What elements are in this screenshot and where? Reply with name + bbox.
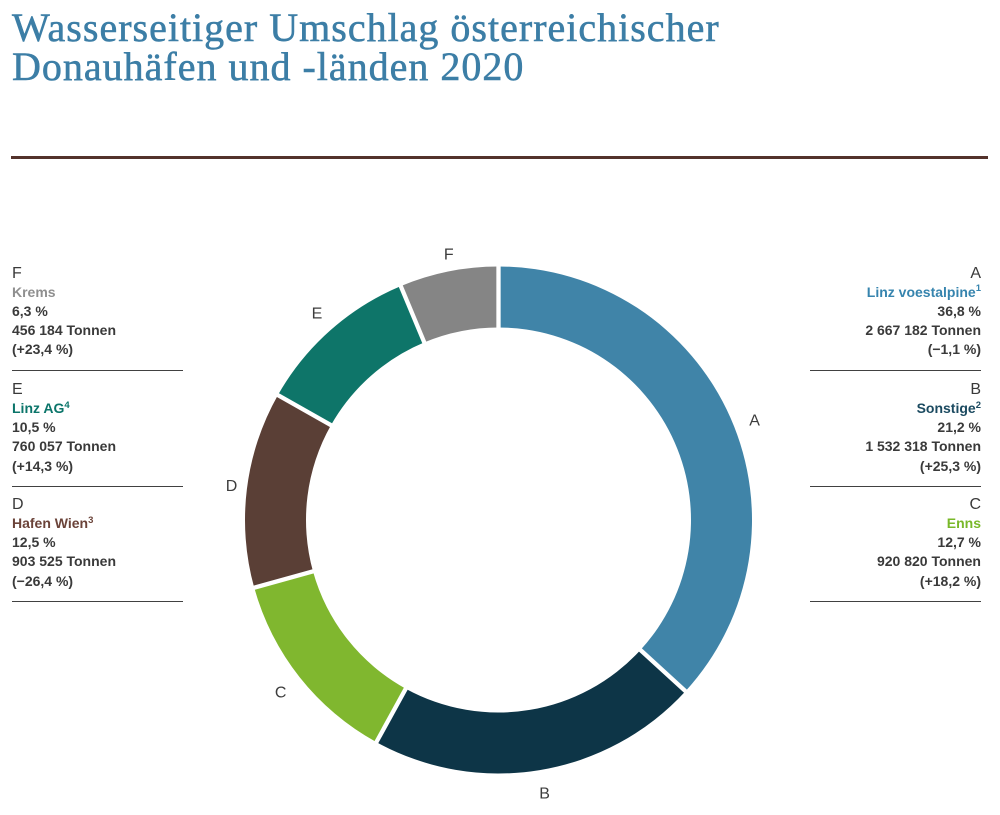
svg-text:D: D xyxy=(226,478,238,495)
svg-text:A: A xyxy=(749,413,760,430)
svg-text:C: C xyxy=(275,685,287,702)
svg-text:B: B xyxy=(539,786,550,803)
svg-text:F: F xyxy=(444,247,454,264)
svg-text:E: E xyxy=(312,305,323,322)
